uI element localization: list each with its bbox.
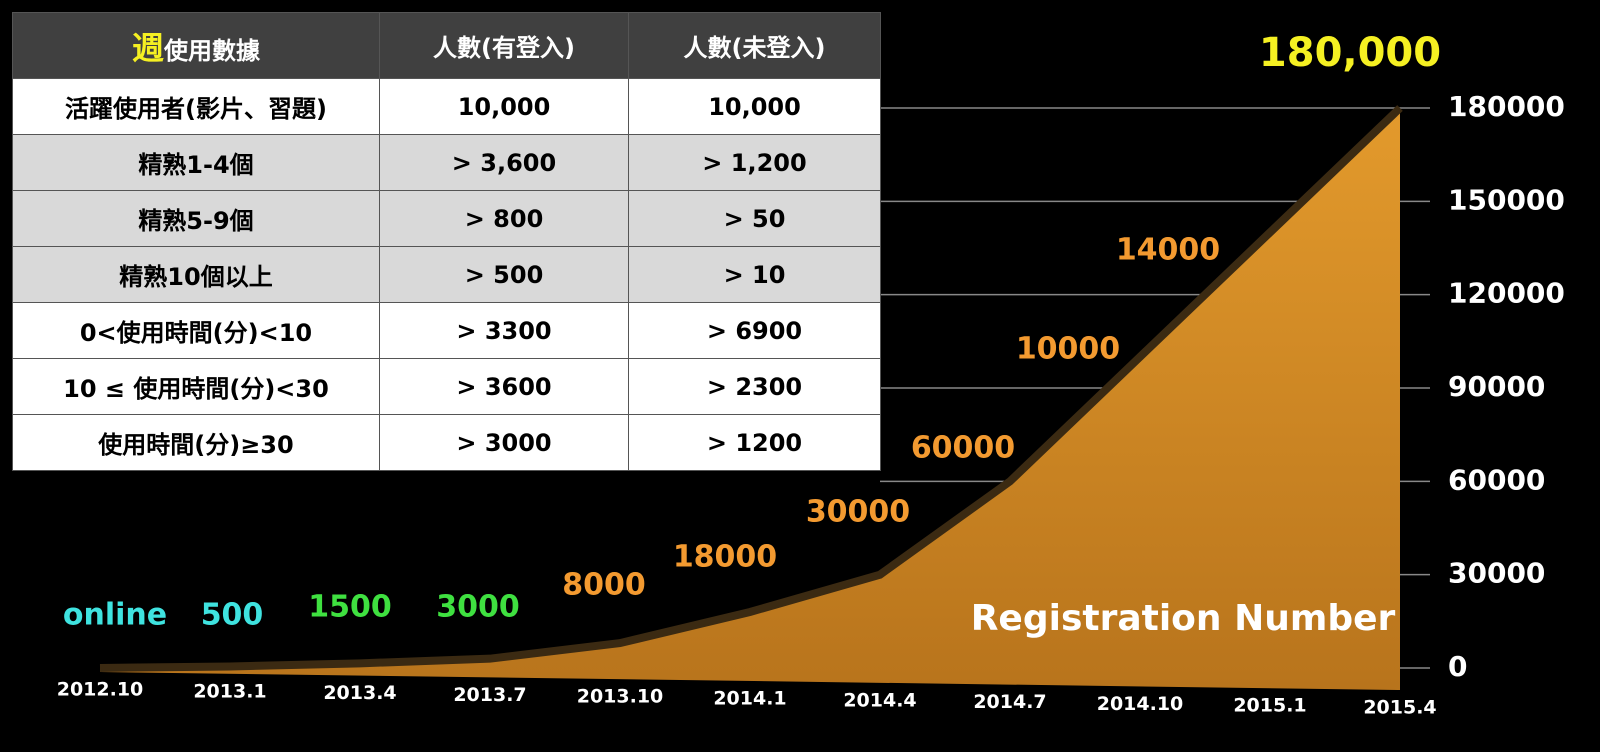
header-row: 週使用數據 人數(有登入) 人數(未登入)	[12, 12, 881, 79]
x-tick-label: 2014.7	[973, 691, 1046, 713]
data-label: 30000	[806, 495, 910, 530]
table-cell: 精熟1-4個	[12, 134, 380, 191]
x-tick-label: 2015.4	[1363, 697, 1436, 719]
x-tick-label: 2013.10	[577, 686, 664, 708]
y-tick-label: 180000	[1448, 90, 1565, 123]
data-label: online	[63, 598, 167, 633]
x-tick-label: 2014.4	[843, 689, 916, 711]
header-text: 使用數據	[164, 36, 260, 65]
table-cell: > 500	[379, 246, 629, 303]
highlight: 週	[131, 28, 164, 67]
data-label: 500	[201, 598, 264, 633]
table-cell: > 3000	[379, 414, 629, 471]
x-tick-label: 2014.1	[713, 688, 786, 710]
table-cell: 10,000	[628, 78, 881, 135]
table-cell: > 800	[379, 190, 629, 247]
table-cell: > 6900	[628, 302, 881, 359]
x-tick-label: 2013.7	[453, 684, 526, 706]
data-label: 18000	[673, 540, 777, 575]
y-tick-label: 120000	[1448, 277, 1565, 310]
table-cell: 精熟10個以上	[12, 246, 380, 303]
table-cell: 0<使用時間(分)<10	[12, 302, 380, 359]
y-tick-label: 60000	[1448, 463, 1545, 496]
series-label: Registration Number	[971, 598, 1396, 639]
table-cell: 使用時間(分)≥30	[12, 414, 380, 471]
table-cell: > 1,200	[628, 134, 881, 191]
x-tick-label: 2015.1	[1233, 695, 1306, 717]
data-label: 60000	[911, 431, 1015, 466]
table-row: 精熟5-9個 > 800 > 50	[12, 190, 881, 247]
header-cell: 人數(有登入)	[379, 12, 629, 79]
x-tick-label: 2013.1	[193, 680, 266, 702]
data-label: 8000	[562, 568, 646, 603]
table-cell: > 50	[628, 190, 881, 247]
table-row: 0<使用時間(分)<10 > 3300 > 6900	[12, 302, 881, 359]
data-label: 180,000	[1259, 30, 1441, 76]
x-tick-label: 2012.10	[57, 679, 144, 701]
y-tick-label: 150000	[1448, 183, 1565, 216]
table-cell: 精熟5-9個	[12, 190, 380, 247]
header-cell: 人數(未登入)	[628, 12, 881, 79]
table-cell: > 2300	[628, 358, 881, 415]
area	[100, 108, 1400, 690]
table-cell: 10 ≤ 使用時間(分)<30	[12, 358, 380, 415]
y-tick-label: 0	[1448, 650, 1467, 683]
header-cell: 週使用數據	[12, 12, 380, 79]
usage-table: 週使用數據 人數(有登入) 人數(未登入) 活躍使用者(影片、習題) 10,000…	[12, 12, 881, 471]
table-row: 精熟10個以上 > 500 > 10	[12, 246, 881, 303]
table-cell: > 3600	[379, 358, 629, 415]
x-tick-label: 2013.4	[323, 682, 396, 704]
y-tick-label: 90000	[1448, 370, 1545, 403]
table-row: 使用時間(分)≥30 > 3000 > 1200	[12, 414, 881, 471]
table-row: 精熟1-4個 > 3,600 > 1,200	[12, 134, 881, 191]
data-label: 10000	[1016, 332, 1120, 367]
area-edge	[99, 105, 1403, 672]
table-row: 10 ≤ 使用時間(分)<30 > 3600 > 2300	[12, 358, 881, 415]
table-cell: > 10	[628, 246, 881, 303]
table-row: 活躍使用者(影片、習題) 10,000 10,000	[12, 78, 881, 135]
data-label: 3000	[436, 590, 520, 625]
data-label: 14000	[1116, 233, 1220, 268]
table-cell: > 1200	[628, 414, 881, 471]
table-cell: 活躍使用者(影片、習題)	[12, 78, 380, 135]
table-cell: 10,000	[379, 78, 629, 135]
table-cell: > 3300	[379, 302, 629, 359]
x-tick-label: 2014.10	[1097, 693, 1184, 715]
y-tick-label: 30000	[1448, 557, 1545, 590]
data-label: 1500	[308, 590, 392, 625]
table-cell: > 3,600	[379, 134, 629, 191]
